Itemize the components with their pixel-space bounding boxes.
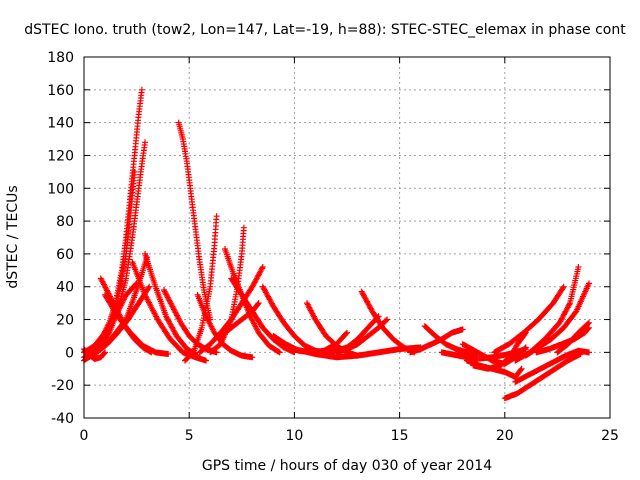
series-arc37	[522, 280, 592, 359]
series-arc39	[554, 319, 592, 356]
series-arc10	[129, 259, 209, 364]
x-tick-label: 0	[80, 428, 89, 444]
y-tick-label: -40	[51, 411, 74, 427]
series-arc35	[491, 283, 567, 356]
x-tick-label: 20	[496, 428, 514, 444]
y-tick-label: 100	[47, 181, 74, 197]
y-tick-label: 40	[56, 280, 74, 296]
series-arc14	[182, 213, 220, 364]
y-tick-label: 140	[47, 116, 74, 132]
x-tick-label: 10	[285, 428, 303, 444]
data-point-markers	[463, 357, 525, 380]
series-arc24	[323, 313, 382, 356]
y-tick-label: 160	[47, 83, 74, 99]
data-point-markers	[323, 313, 382, 356]
y-tick-label: 120	[47, 148, 74, 164]
series-arc9	[142, 250, 201, 359]
x-tick-label: 25	[601, 428, 619, 444]
y-tick-label: 60	[56, 247, 74, 263]
data-series	[81, 86, 592, 402]
data-point-markers	[407, 326, 466, 356]
data-point-markers	[501, 351, 584, 402]
data-point-markers	[102, 291, 172, 357]
plot-frame	[83, 56, 611, 419]
data-point-markers	[291, 344, 424, 361]
x-tick-label: 15	[391, 428, 409, 444]
y-tick-label: -20	[51, 378, 74, 394]
data-point-markers	[554, 319, 592, 356]
y-tick-label: 0	[65, 345, 74, 361]
series-arc32	[463, 357, 525, 380]
y-axis-label: dSTEC / TECUs	[5, 185, 21, 288]
data-point-markers	[129, 259, 209, 364]
x-tick-labels: 0 5 10 15 20 25	[80, 428, 619, 444]
y-tick-label: 80	[56, 214, 74, 230]
series-arc20	[217, 300, 262, 339]
series-arc28	[407, 326, 466, 356]
y-tick-label: 20	[56, 313, 74, 329]
y-tick-label: 180	[47, 50, 74, 66]
series-arc34	[512, 347, 592, 385]
series-arc26	[291, 344, 424, 361]
data-point-markers	[512, 347, 592, 385]
x-axis-label: GPS time / hours of day 030 of year 2014	[202, 458, 492, 474]
y-tick-labels: -40 -20 0 20 40 60 80 100 120 140 160 180	[47, 50, 74, 427]
x-tick-label: 5	[185, 428, 194, 444]
data-point-markers	[491, 283, 567, 356]
data-point-markers	[182, 213, 220, 364]
series-arc8	[102, 291, 172, 357]
data-point-markers	[522, 280, 592, 359]
chart-title: dSTEC Iono. truth (tow2, Lon=147, Lat=-1…	[24, 22, 626, 38]
data-point-markers	[217, 300, 262, 339]
series-arc33	[501, 351, 584, 402]
data-point-markers	[142, 250, 201, 359]
